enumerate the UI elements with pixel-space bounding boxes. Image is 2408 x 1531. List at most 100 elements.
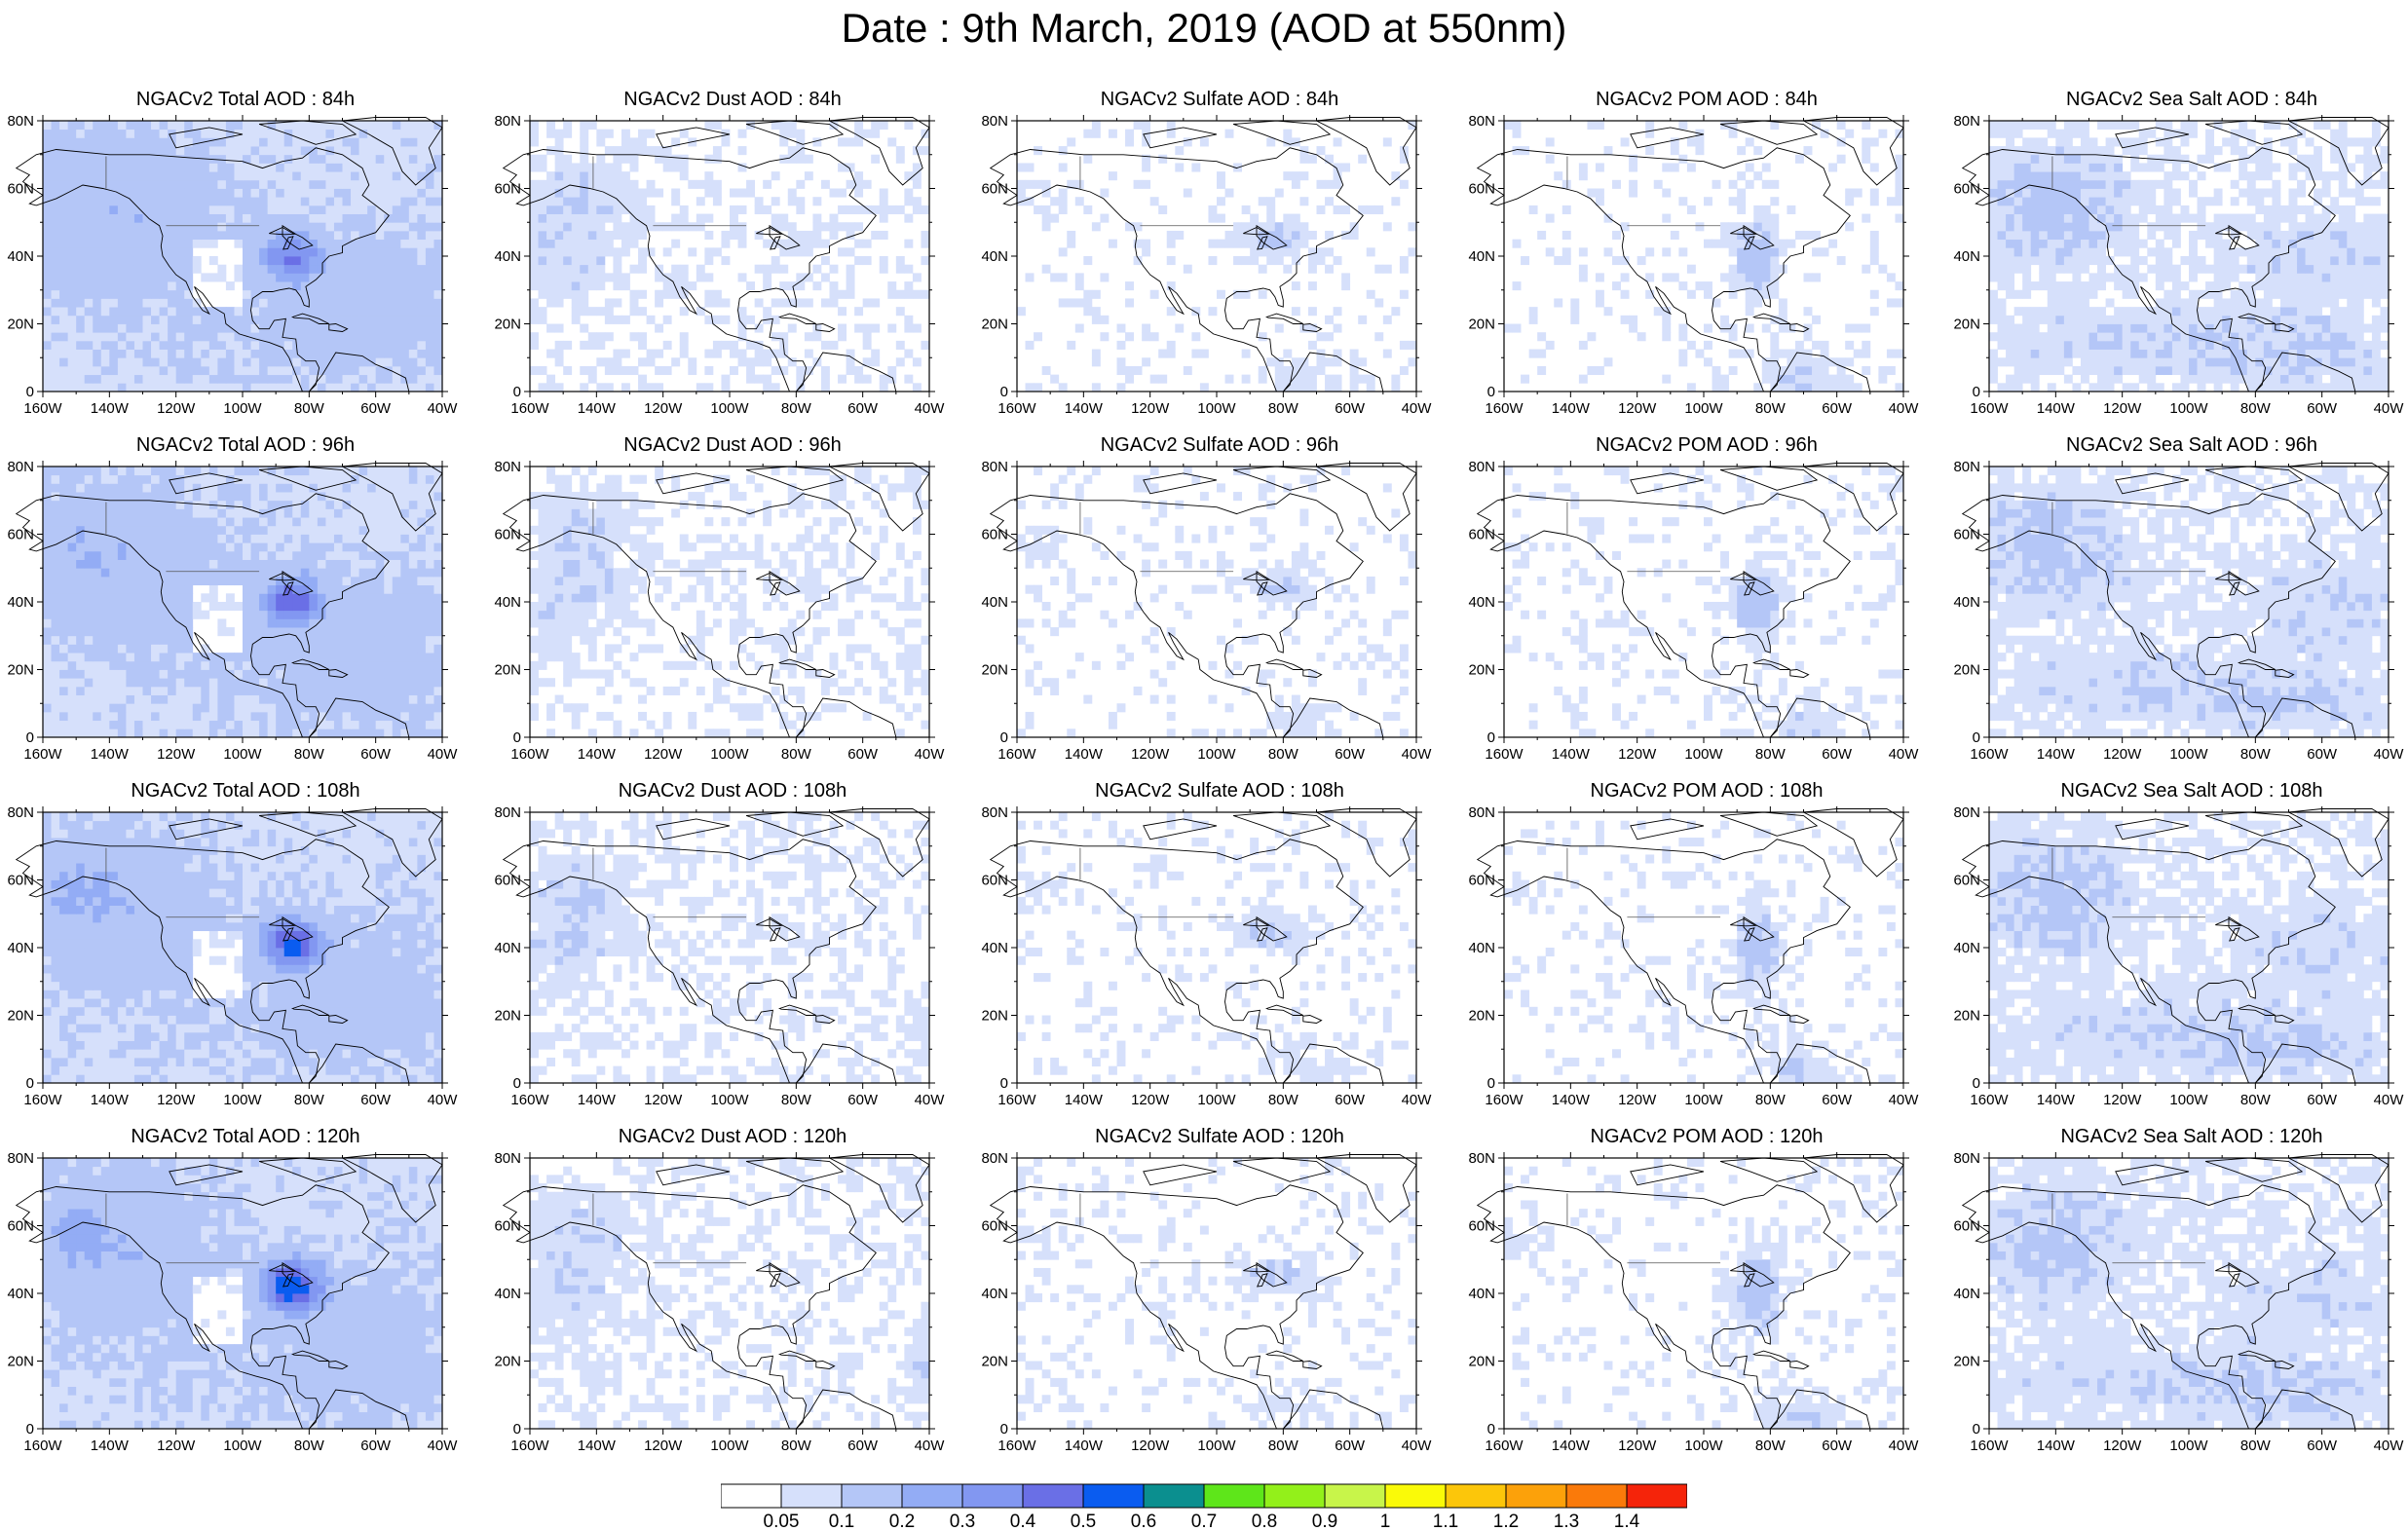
aod-cell [2155, 256, 2164, 266]
aod-cell [2180, 332, 2190, 342]
aod-cell [2363, 197, 2373, 206]
aod-cell [1374, 205, 1384, 214]
aod-cell [142, 644, 152, 653]
aod-cell [879, 213, 888, 223]
aod-cell [846, 273, 855, 282]
aod-cell [2321, 230, 2331, 241]
aod-cell [267, 332, 277, 342]
aod-cell [184, 137, 194, 147]
aod-cell [367, 365, 377, 376]
aod-cell [133, 365, 143, 376]
aod-cell [175, 357, 185, 367]
aod-cell [234, 154, 244, 164]
aod-cell [333, 163, 343, 172]
aod-cell [159, 315, 169, 324]
aod-cell [217, 703, 227, 713]
aod-cell [425, 374, 434, 384]
aod-cell [384, 146, 394, 156]
aod-cell [76, 230, 86, 241]
aod-cell [333, 197, 343, 206]
aod-cell [1761, 289, 1771, 299]
aod-cell [208, 678, 218, 688]
aod-cell [771, 256, 780, 266]
aod-cell [804, 332, 813, 342]
aod-cell [2255, 205, 2265, 214]
aod-cell [325, 669, 335, 679]
aod-cell [2088, 188, 2098, 198]
aod-cell [358, 264, 368, 274]
aod-cell [2163, 129, 2173, 138]
aod-cell [779, 137, 789, 147]
aod-cell [59, 230, 69, 241]
aod-cell [126, 205, 135, 214]
aod-cell [2105, 163, 2115, 172]
aod-cell [846, 222, 855, 232]
aod-cell [838, 374, 847, 384]
aod-cell [225, 281, 235, 291]
aod-cell [151, 686, 160, 695]
aod-cell [2338, 289, 2348, 299]
aod-cell [1366, 383, 1375, 392]
aod-cell [2297, 340, 2306, 350]
aod-cell [655, 222, 664, 232]
aod-cell [408, 230, 418, 241]
aod-cell [292, 264, 302, 274]
aod-cell [1862, 121, 1871, 131]
aod-cell [384, 307, 394, 317]
aod-cell [546, 247, 556, 257]
aod-cell [2138, 197, 2148, 206]
aod-cell [2354, 137, 2364, 147]
aod-cell [1753, 239, 1763, 248]
panel-title: NGACv2 Total AOD : 96h [135, 434, 356, 456]
aod-cell [2338, 365, 2348, 376]
aod-cell [1217, 179, 1225, 189]
aod-cell [234, 230, 244, 241]
aod-cell [2239, 146, 2248, 156]
aod-cell [604, 239, 614, 248]
aod-cell [43, 188, 52, 198]
aod-cell [1869, 247, 1879, 257]
aod-cell [126, 694, 135, 704]
aod-cell [84, 281, 94, 291]
aod-cell [1989, 171, 1998, 181]
aod-cell [292, 298, 302, 308]
aod-cell [580, 171, 589, 181]
aod-cell [208, 129, 218, 138]
aod-cell [250, 121, 260, 131]
aod-cell [93, 197, 102, 206]
aod-cell [367, 230, 377, 241]
aod-cell [2371, 264, 2381, 274]
aod-cell [2022, 340, 2032, 350]
aod-cell [133, 307, 143, 317]
aod-cell [2279, 205, 2289, 214]
aod-cell [133, 332, 143, 342]
aod-cell [76, 694, 86, 704]
aod-cell [530, 213, 539, 223]
aod-cell [1603, 146, 1613, 156]
aod-cell [84, 332, 94, 342]
aod-cell [638, 247, 647, 257]
aod-cell [2063, 205, 2073, 214]
aod-cell [2347, 298, 2356, 308]
aod-cell [2321, 383, 2331, 392]
aod-cell [67, 230, 77, 241]
aod-cell [1258, 365, 1267, 376]
coastlines [502, 117, 930, 392]
aod-cell [2013, 197, 2023, 206]
coastline [2115, 127, 2190, 149]
aod-cell [250, 171, 260, 181]
aod-cell [234, 197, 244, 206]
aod-cell [679, 349, 689, 358]
aod-cell [2380, 273, 2389, 282]
aod-cell [838, 332, 847, 342]
aod-cell [2105, 188, 2115, 198]
aod-cell [168, 273, 177, 282]
aod-cell [1283, 374, 1293, 384]
aod-cell [2055, 239, 2065, 248]
aod-cell [159, 711, 169, 722]
aod-cell [1862, 365, 1871, 376]
aod-cell [283, 653, 293, 662]
aod-cell [2039, 264, 2049, 274]
aod-cell [2022, 121, 2032, 131]
aod-cell [895, 154, 905, 164]
